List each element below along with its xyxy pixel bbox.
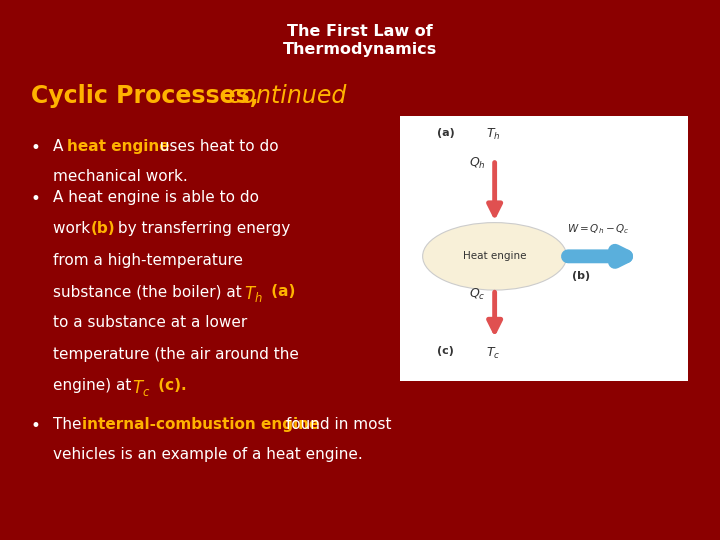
Text: $T_c$: $T_c$ [486, 346, 500, 361]
Text: to a substance at a lower: to a substance at a lower [53, 315, 247, 330]
Text: $T_h$: $T_h$ [486, 127, 500, 142]
Text: found in most: found in most [281, 417, 391, 432]
Text: •: • [31, 190, 41, 208]
Text: (a): (a) [437, 128, 455, 138]
Text: internal-combustion engine: internal-combustion engine [81, 417, 319, 432]
Text: The: The [53, 417, 86, 432]
Text: (b): (b) [91, 221, 115, 237]
Text: (b): (b) [572, 271, 590, 281]
Text: (c).: (c). [153, 378, 186, 393]
Text: $Q_c$: $Q_c$ [469, 287, 485, 302]
Text: •: • [31, 417, 41, 435]
Text: $Q_h$: $Q_h$ [469, 156, 485, 171]
Ellipse shape [423, 222, 567, 290]
Text: substance (the boiler) at: substance (the boiler) at [53, 284, 246, 299]
Text: $T_c$: $T_c$ [132, 378, 150, 398]
Text: $T_h$: $T_h$ [243, 284, 262, 304]
Text: continued: continued [221, 84, 346, 107]
Text: •: • [31, 139, 41, 157]
Text: Heat engine: Heat engine [463, 251, 526, 261]
Text: mechanical work.: mechanical work. [53, 168, 187, 184]
Text: A: A [53, 139, 68, 154]
Text: from a high-temperature: from a high-temperature [53, 253, 243, 268]
Text: engine) at: engine) at [53, 378, 136, 393]
Text: work: work [53, 221, 94, 237]
Text: The First Law of
Thermodynamics: The First Law of Thermodynamics [283, 24, 437, 57]
Text: vehicles is an example of a heat engine.: vehicles is an example of a heat engine. [53, 447, 362, 462]
Text: by transferring energy: by transferring energy [112, 221, 290, 237]
Text: heat engine: heat engine [66, 139, 169, 154]
Text: temperature (the air around the: temperature (the air around the [53, 347, 298, 362]
Text: uses heat to do: uses heat to do [155, 139, 278, 154]
Text: (c): (c) [437, 346, 454, 356]
Text: A heat engine is able to do: A heat engine is able to do [53, 190, 258, 205]
Text: Cyclic Processes,: Cyclic Processes, [31, 84, 258, 107]
Text: $W = Q_h - Q_c$: $W = Q_h - Q_c$ [567, 222, 629, 237]
Text: (a): (a) [266, 284, 295, 299]
